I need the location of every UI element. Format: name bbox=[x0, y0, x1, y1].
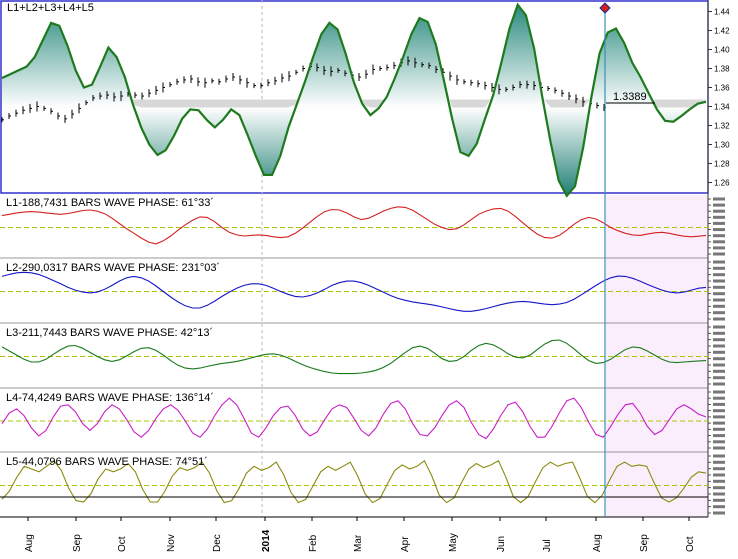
sub-y-tick-label bbox=[713, 338, 725, 342]
x-tick-label: Oct bbox=[117, 536, 128, 552]
x-tick-label: Oct bbox=[685, 536, 696, 552]
y-tick-label: 1.26 bbox=[714, 179, 730, 188]
wave-line-l3 bbox=[1, 339, 707, 375]
sub-y-tick-label bbox=[713, 511, 725, 515]
sub-y-tick-label bbox=[713, 292, 725, 296]
y-tick-label: 1.44 bbox=[714, 8, 730, 17]
sub-y-tick-label bbox=[713, 440, 725, 444]
y-tick-label: 1.30 bbox=[714, 141, 730, 150]
sub-y-tick-label bbox=[713, 228, 725, 232]
y-tick-label: 1.28 bbox=[714, 160, 730, 169]
sub-y-tick-label bbox=[713, 279, 725, 283]
sub-y-tick-label bbox=[713, 260, 725, 264]
sub-y-tick-label bbox=[713, 427, 725, 431]
sub-y-tick-label bbox=[713, 486, 725, 490]
composite-cycle-line bbox=[1, 2, 707, 198]
sub-y-tick-label bbox=[713, 390, 725, 394]
wave-line-l1 bbox=[1, 206, 707, 245]
cursor-handle-icon[interactable] bbox=[599, 2, 611, 14]
l3-panel-title: L3-211,7443 BARS WAVE PHASE: 42°13´ bbox=[6, 327, 213, 339]
y-tick-label: 1.32 bbox=[714, 122, 730, 131]
sub-y-tick-label bbox=[713, 197, 725, 201]
sub-y-tick-label bbox=[713, 209, 725, 213]
wave-line-l2 bbox=[1, 271, 707, 312]
x-tick-label: Apr bbox=[400, 536, 411, 552]
sub-y-tick-label bbox=[713, 221, 725, 225]
sub-y-tick-label bbox=[713, 421, 725, 425]
main-chart-title: L1+L2+L3+L4+L5 bbox=[7, 2, 94, 14]
y-tick-label: 1.40 bbox=[714, 46, 730, 55]
upper-cycle-fill bbox=[2, 4, 706, 108]
sub-y-tick-label bbox=[713, 325, 725, 329]
x-tick-label: 2014 bbox=[261, 529, 272, 552]
sub-y-tick-label bbox=[713, 240, 725, 244]
sub-y-tick-label bbox=[713, 446, 725, 450]
sub-y-tick-label bbox=[713, 415, 725, 419]
sub-y-tick-label bbox=[713, 369, 725, 373]
sub-y-tick-label bbox=[713, 467, 725, 471]
sub-y-tick-label bbox=[713, 344, 725, 348]
sub-y-tick-label bbox=[713, 203, 725, 207]
sub-y-tick-label bbox=[713, 409, 725, 413]
sub-y-tick-label bbox=[713, 357, 725, 361]
sub-y-tick-label bbox=[713, 317, 725, 321]
sub-y-tick-label bbox=[713, 396, 725, 400]
sub-y-tick-label bbox=[713, 434, 725, 438]
sub-y-tick-label bbox=[713, 460, 725, 464]
sub-y-tick-label bbox=[713, 266, 725, 270]
x-tick-label: Jul bbox=[542, 539, 553, 552]
x-tick-label: Sep bbox=[72, 534, 83, 552]
l4-panel-title: L4-74,4249 BARS WAVE PHASE: 136°14´ bbox=[6, 392, 214, 404]
x-tick-label: Aug bbox=[24, 534, 35, 552]
y-tick-label: 1.38 bbox=[714, 65, 730, 74]
sub-y-tick-label bbox=[713, 382, 725, 386]
sub-y-tick-label bbox=[713, 473, 725, 477]
x-tick-label: Dec bbox=[212, 534, 223, 552]
sub-y-tick-label bbox=[713, 363, 725, 367]
x-tick-label: May bbox=[448, 533, 459, 552]
x-tick-label: Mar bbox=[353, 534, 364, 552]
l5-panel-title: L5-44,0796 BARS WAVE PHASE: 74°51´ bbox=[6, 456, 208, 468]
x-tick-label: Feb bbox=[308, 534, 319, 552]
lower-cycle-fill bbox=[2, 107, 706, 196]
sub-y-tick-label bbox=[713, 376, 725, 380]
wave-line-l5 bbox=[1, 459, 707, 504]
sub-y-tick-label bbox=[713, 454, 725, 458]
sub-y-tick-label bbox=[713, 311, 725, 315]
x-tick-label: Jun bbox=[496, 536, 507, 552]
sub-y-tick-label bbox=[713, 350, 725, 354]
sub-y-tick-label bbox=[713, 331, 725, 335]
l2-panel-title: L2-290,0317 BARS WAVE PHASE: 231°03´ bbox=[6, 262, 220, 274]
sub-y-tick-label bbox=[713, 505, 725, 509]
sub-y-tick-label bbox=[713, 498, 725, 502]
l1-panel-title: L1-188,7431 BARS WAVE PHASE: 61°33´ bbox=[6, 197, 214, 209]
wave-line-l4 bbox=[1, 397, 707, 440]
y-tick-label: 1.36 bbox=[714, 84, 730, 93]
sub-y-tick-label bbox=[713, 285, 725, 289]
x-tick-label: Nov bbox=[166, 534, 177, 552]
sub-y-tick-label bbox=[713, 298, 725, 302]
sub-y-tick-label bbox=[713, 273, 725, 277]
y-tick-label: 1.34 bbox=[714, 103, 730, 112]
sub-y-tick-label bbox=[713, 246, 725, 250]
sub-y-tick-label bbox=[713, 215, 725, 219]
sub-y-tick-label bbox=[713, 479, 725, 483]
sub-y-tick-label bbox=[713, 402, 725, 406]
y-tick-label: 1.42 bbox=[714, 27, 730, 36]
sub-y-tick-label bbox=[713, 234, 725, 238]
sub-y-tick-label bbox=[713, 252, 725, 256]
last-price-label: 1.3389 bbox=[613, 91, 647, 103]
x-tick-label: Aug bbox=[592, 534, 603, 552]
sub-y-tick-label bbox=[713, 304, 725, 308]
x-tick-label: Sep bbox=[639, 534, 650, 552]
sub-y-tick-label bbox=[713, 492, 725, 496]
